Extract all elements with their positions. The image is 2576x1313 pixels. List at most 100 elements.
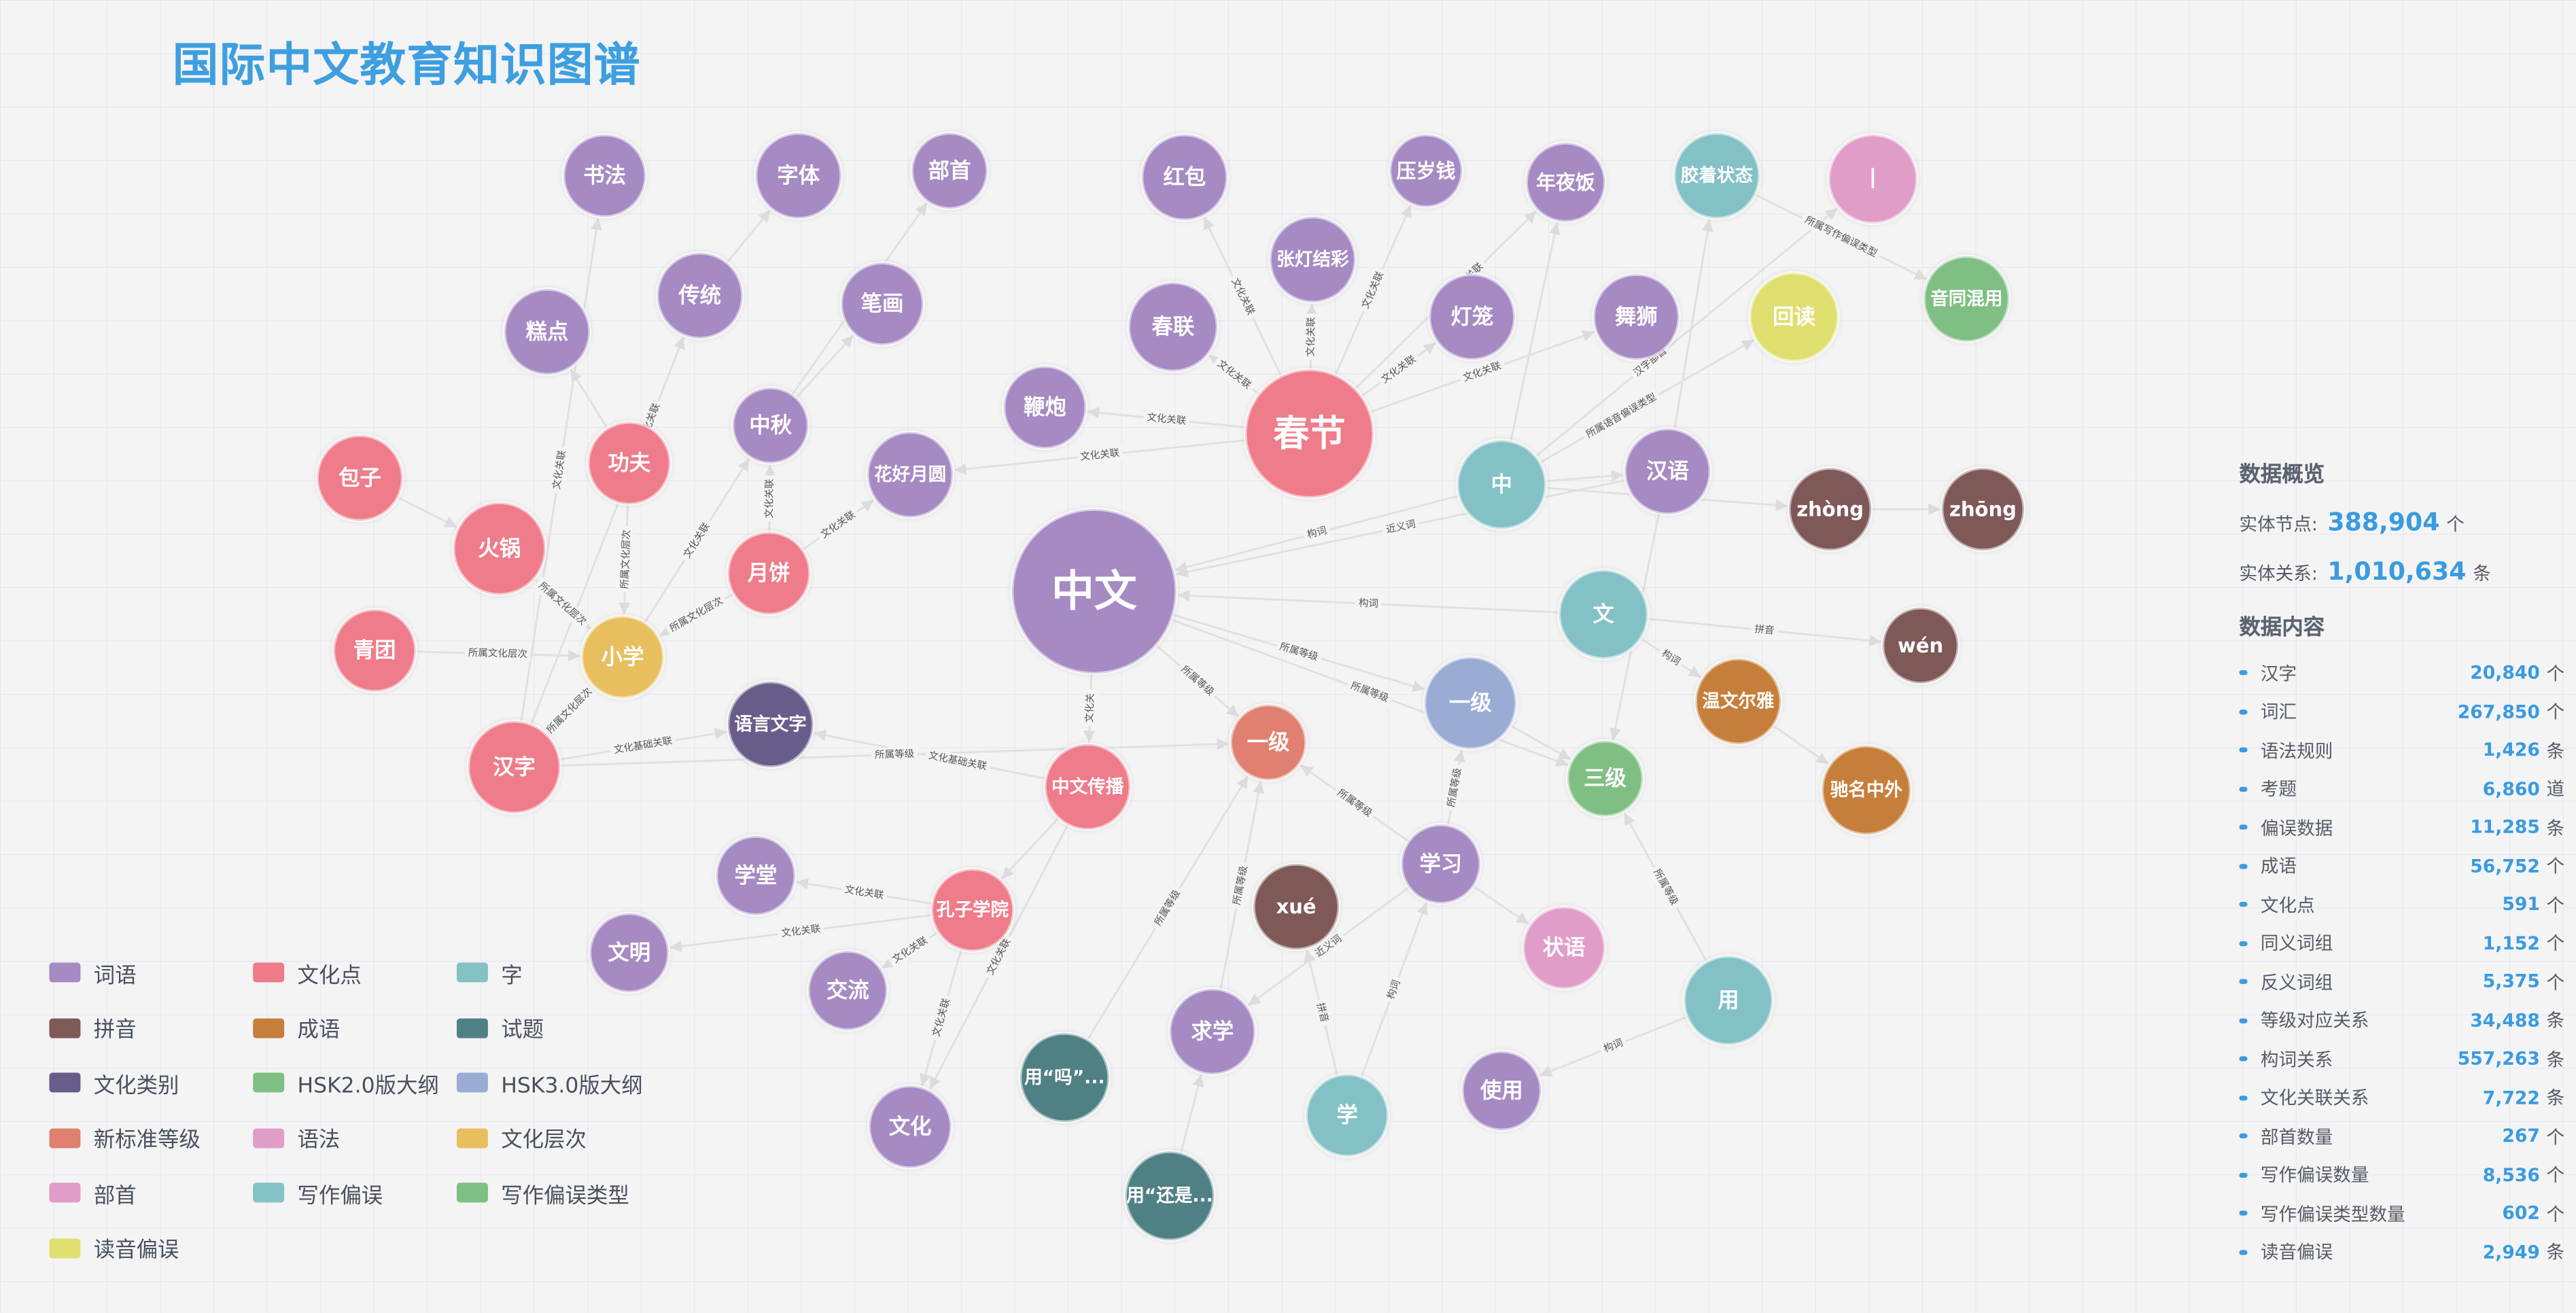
graph-node[interactable]: 丨 — [1826, 133, 1919, 226]
legend-item[interactable]: 新标准等级 — [49, 1123, 254, 1153]
node-circle[interactable] — [1747, 270, 1841, 364]
graph-node[interactable]: 学堂 — [714, 834, 797, 917]
graph-node[interactable]: 笔画 — [839, 261, 925, 347]
graph-node[interactable]: 温文尔雅 — [1694, 656, 1783, 746]
node-circle[interactable] — [1168, 987, 1257, 1076]
graph-edge[interactable] — [1000, 817, 1060, 880]
graph-node[interactable]: 中秋 — [731, 386, 810, 466]
node-circle[interactable] — [731, 386, 810, 466]
graph-node[interactable]: 中文 — [1010, 507, 1179, 676]
graph-node[interactable]: 灯笼 — [1427, 273, 1516, 362]
graph-node[interactable]: 糕点 — [502, 287, 592, 377]
graph-node[interactable]: 胶着状态 — [1672, 131, 1762, 220]
node-circle[interactable] — [1423, 655, 1518, 751]
graph-node[interactable]: 回读 — [1747, 270, 1841, 364]
node-circle[interactable] — [1820, 743, 1913, 837]
graph-node[interactable]: 中 — [1455, 438, 1548, 531]
node-circle[interactable] — [930, 867, 1015, 953]
graph-edge[interactable] — [397, 496, 457, 528]
graph-node[interactable]: 状语 — [1521, 905, 1607, 991]
node-circle[interactable] — [1940, 466, 2026, 553]
node-circle[interactable] — [1243, 368, 1376, 500]
graph-edge[interactable] — [1773, 724, 1830, 765]
graph-node[interactable]: 语言文字 — [726, 680, 815, 769]
node-circle[interactable] — [1127, 281, 1219, 373]
graph-node[interactable]: 小学 — [580, 614, 665, 700]
graph-node[interactable]: 舞狮 — [1592, 273, 1681, 362]
graph-node[interactable]: 驰名中外 — [1820, 743, 1913, 837]
node-circle[interactable] — [806, 949, 889, 1032]
graph-node[interactable]: 书法 — [561, 133, 648, 219]
node-circle[interactable] — [726, 680, 815, 769]
node-circle[interactable] — [1557, 568, 1650, 661]
node-circle[interactable] — [1427, 273, 1516, 362]
node-circle[interactable] — [1018, 1031, 1111, 1124]
graph-node[interactable]: 春节 — [1243, 368, 1376, 500]
legend-item[interactable]: 语法 — [253, 1123, 457, 1153]
graph-node[interactable]: 一级 — [1228, 703, 1308, 782]
legend-item[interactable]: 文化点 — [253, 958, 457, 988]
node-circle[interactable] — [451, 501, 547, 597]
node-circle[interactable] — [865, 430, 955, 519]
node-circle[interactable] — [726, 530, 812, 616]
node-circle[interactable] — [1043, 742, 1132, 832]
graph-edge[interactable] — [1673, 219, 1713, 430]
node-circle[interactable] — [1124, 1149, 1216, 1242]
legend-item[interactable]: 写作偏误 — [253, 1178, 457, 1208]
node-circle[interactable] — [332, 608, 417, 694]
node-circle[interactable] — [1623, 427, 1712, 516]
graph-node[interactable]: 文化 — [867, 1084, 953, 1170]
node-circle[interactable] — [1565, 739, 1645, 818]
node-circle[interactable] — [1592, 273, 1681, 362]
legend-item[interactable]: 试题 — [456, 1013, 661, 1043]
graph-node[interactable]: 月饼 — [726, 530, 812, 616]
graph-edge[interactable] — [1179, 1074, 1204, 1153]
legend-item[interactable]: 文化层次 — [456, 1123, 661, 1153]
legend-item[interactable]: HSK2.0版大纲 — [253, 1068, 457, 1098]
node-circle[interactable] — [466, 719, 562, 815]
graph-node[interactable]: 用“还是... — [1124, 1149, 1216, 1242]
node-circle[interactable] — [1682, 954, 1775, 1047]
graph-node[interactable]: 使用 — [1460, 1049, 1543, 1132]
node-circle[interactable] — [714, 834, 797, 917]
graph-node[interactable]: 春联 — [1127, 281, 1219, 373]
graph-node[interactable]: 年夜饭 — [1525, 141, 1607, 224]
graph-node[interactable]: 汉语 — [1623, 427, 1712, 516]
graph-node[interactable]: 张灯结彩 — [1268, 215, 1357, 304]
node-circle[interactable] — [1304, 1072, 1390, 1159]
graph-node[interactable]: 字体 — [754, 131, 843, 220]
graph-node[interactable]: 求学 — [1168, 987, 1257, 1076]
node-circle[interactable] — [1826, 133, 1919, 226]
graph-node[interactable]: 包子 — [315, 434, 404, 523]
node-circle[interactable] — [502, 287, 592, 377]
graph-node[interactable]: 文 — [1557, 568, 1650, 661]
graph-edge[interactable] — [1535, 207, 1839, 457]
graph-node[interactable]: 用 — [1682, 954, 1775, 1047]
node-circle[interactable] — [1251, 862, 1341, 951]
graph-node[interactable]: 学习 — [1399, 822, 1482, 905]
graph-node[interactable]: wén — [1881, 606, 1960, 685]
node-circle[interactable] — [1228, 703, 1308, 782]
graph-edge[interactable] — [1510, 222, 1561, 442]
graph-node[interactable]: xué — [1251, 862, 1341, 951]
graph-node[interactable]: 孔子学院 — [930, 867, 1015, 953]
node-circle[interactable] — [580, 614, 665, 700]
node-circle[interactable] — [1002, 364, 1088, 451]
graph-edge[interactable] — [726, 209, 771, 264]
legend-item[interactable]: HSK3.0版大纲 — [456, 1068, 661, 1098]
node-circle[interactable] — [1922, 254, 2011, 344]
node-circle[interactable] — [655, 251, 744, 340]
legend-item[interactable]: 词语 — [49, 958, 254, 988]
graph-node[interactable]: 功夫 — [586, 420, 672, 506]
graph-node[interactable]: 花好月圆 — [865, 430, 955, 519]
node-circle[interactable] — [1672, 131, 1762, 220]
node-circle[interactable] — [754, 131, 843, 220]
node-circle[interactable] — [315, 434, 404, 523]
graph-node[interactable]: 学 — [1304, 1072, 1390, 1159]
graph-node[interactable]: 部首 — [910, 131, 990, 211]
node-circle[interactable] — [1460, 1049, 1543, 1132]
node-circle[interactable] — [1140, 133, 1229, 222]
graph-node[interactable]: 一级 — [1423, 655, 1518, 751]
node-circle[interactable] — [1455, 438, 1548, 531]
